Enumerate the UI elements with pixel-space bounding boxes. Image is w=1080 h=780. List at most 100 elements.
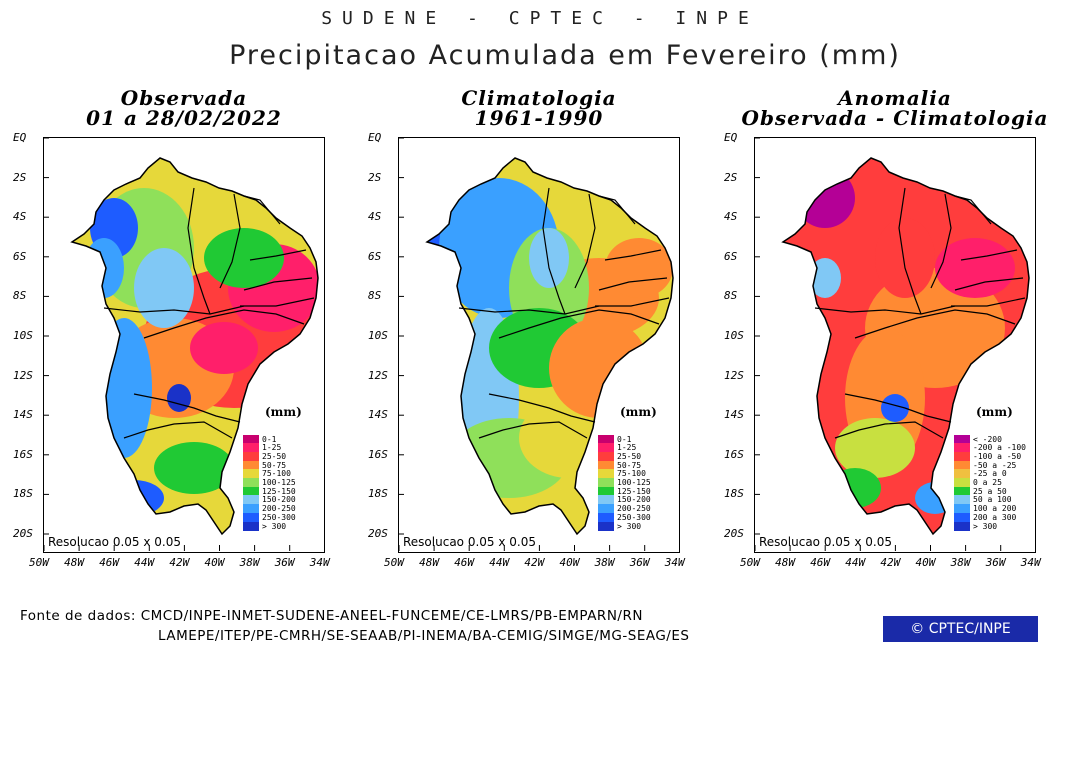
x-tick-label: 46W <box>454 556 475 569</box>
legend-units: (mm) <box>976 405 1013 419</box>
precipitation-map[interactable] <box>43 137 325 553</box>
legend-swatch <box>243 512 259 522</box>
state-border <box>143 309 305 339</box>
legend-label: 250-300 <box>617 512 651 522</box>
x-tick-label: 50W <box>740 556 760 569</box>
precipitation-region <box>549 318 649 418</box>
state-border <box>133 393 241 423</box>
x-tick-label: 42W <box>169 556 190 569</box>
legend-label: 200-250 <box>617 504 651 514</box>
y-tick-label: 20S <box>724 527 744 540</box>
legend-item: 0-1 <box>598 434 632 444</box>
panel-title: Anomalia <box>838 86 952 110</box>
legend-label: 1-25 <box>262 443 282 453</box>
resolution-note: Resolucao 0.05 x 0.05 <box>48 535 181 549</box>
state-border <box>854 309 1016 339</box>
precipitation-region <box>529 228 569 288</box>
state-border <box>458 305 600 315</box>
region-coastline <box>425 157 674 536</box>
legend-label: 0 a 25 <box>973 478 1002 487</box>
legend-swatch <box>598 443 614 453</box>
y-tick-label: 8S <box>368 289 382 303</box>
state-border <box>930 193 952 289</box>
y-tick-label: 14S <box>13 408 33 422</box>
legend-swatch <box>598 521 614 531</box>
x-tick-label: 36W <box>629 556 650 569</box>
page-title: Precipitacao Acumulada em Fevereiro (mm) <box>229 40 901 71</box>
legend-swatch <box>954 443 970 453</box>
legend-label: > 300 <box>973 521 998 531</box>
legend-item: 1-25 <box>243 443 282 453</box>
sources-label: Fonte de dados: <box>20 608 136 624</box>
legend-label: -50 a -25 <box>973 460 1017 470</box>
legend-item: 100 a 200 <box>954 504 1016 514</box>
state-border <box>187 187 211 315</box>
precipitation-field <box>783 158 1029 534</box>
legend-swatch <box>954 451 970 461</box>
legend-swatch <box>954 495 970 505</box>
y-tick-label: 8S <box>13 289 27 303</box>
resolution-note: Resolucao 0.05 x 0.05 <box>403 535 536 549</box>
resolution-note: Resolucao 0.05 x 0.05 <box>759 535 892 549</box>
sources-line-2: LAMEPE/ITEP/PE-CMRH/SE-SEAAB/PI-INEMA/BA… <box>158 628 690 644</box>
legend-swatch <box>598 504 614 514</box>
state-border <box>542 187 566 315</box>
y-tick-label: 12S <box>368 368 388 382</box>
legend-swatch <box>243 443 259 453</box>
y-tick-label: 6S <box>13 249 27 263</box>
legend-units: (mm) <box>620 405 657 419</box>
state-border <box>240 297 315 307</box>
legend-item: 25-50 <box>243 451 286 461</box>
precipitation-region <box>875 218 935 298</box>
legend-swatch <box>598 478 614 487</box>
legend-item: 125-150 <box>243 486 296 496</box>
x-tick-label: 46W <box>99 556 120 569</box>
legend-item: > 300 <box>243 521 286 531</box>
cptec-inpe-badge[interactable]: © CPTEC/INPE <box>883 616 1038 642</box>
legend-label: 125-150 <box>617 486 651 496</box>
legend-item: 50-75 <box>243 460 286 470</box>
legend-item: 150-200 <box>598 495 651 505</box>
y-tick-label: 2S <box>13 170 27 184</box>
y-tick-label: 4S <box>13 210 27 224</box>
x-tick-label: 38W <box>239 556 260 569</box>
precipitation-map[interactable] <box>398 137 680 553</box>
x-tick-label: 36W <box>274 556 295 569</box>
data-sources: Fonte de dados: CMCD/INPE-INMET-SUDENE-A… <box>20 606 689 646</box>
legend-label: 100-125 <box>262 478 296 487</box>
legend-swatch <box>243 504 259 514</box>
x-tick-label: 44W <box>489 556 510 569</box>
legend-label: > 300 <box>617 521 642 531</box>
y-tick-label: EQ <box>368 131 382 144</box>
x-tick-label: 38W <box>950 556 971 569</box>
y-tick-label: 2S <box>724 170 738 184</box>
legend-swatch <box>243 486 259 496</box>
legend-swatch <box>598 469 614 479</box>
map-svg <box>44 138 319 551</box>
precipitation-map[interactable] <box>754 137 1036 553</box>
y-tick-label: 16S <box>724 447 744 461</box>
state-border <box>219 193 241 289</box>
state-border <box>478 421 588 439</box>
legend-item: -50 a -25 <box>954 460 1017 470</box>
y-tick-label: 10S <box>13 329 33 342</box>
precipitation-region <box>167 384 191 412</box>
state-border <box>814 305 956 315</box>
panel-subtitle: 1961-1990 <box>474 106 604 130</box>
state-border <box>954 277 1024 291</box>
legend-swatch <box>954 460 970 470</box>
legend-item: 25 a 50 <box>954 486 1007 496</box>
y-tick-label: 2S <box>368 170 382 184</box>
legend-swatch <box>954 434 970 444</box>
y-tick-label: 18S <box>724 487 744 501</box>
legend-swatch <box>243 434 259 444</box>
legend-label: 0-1 <box>617 434 632 444</box>
y-tick-label: 14S <box>724 408 744 422</box>
state-border <box>498 309 660 339</box>
legend-swatch <box>243 460 259 470</box>
x-tick-label: 42W <box>880 556 901 569</box>
state-border <box>844 393 952 423</box>
y-tick-label: 12S <box>13 368 33 382</box>
legend-units: (mm) <box>265 405 302 419</box>
legend-swatch <box>243 495 259 505</box>
